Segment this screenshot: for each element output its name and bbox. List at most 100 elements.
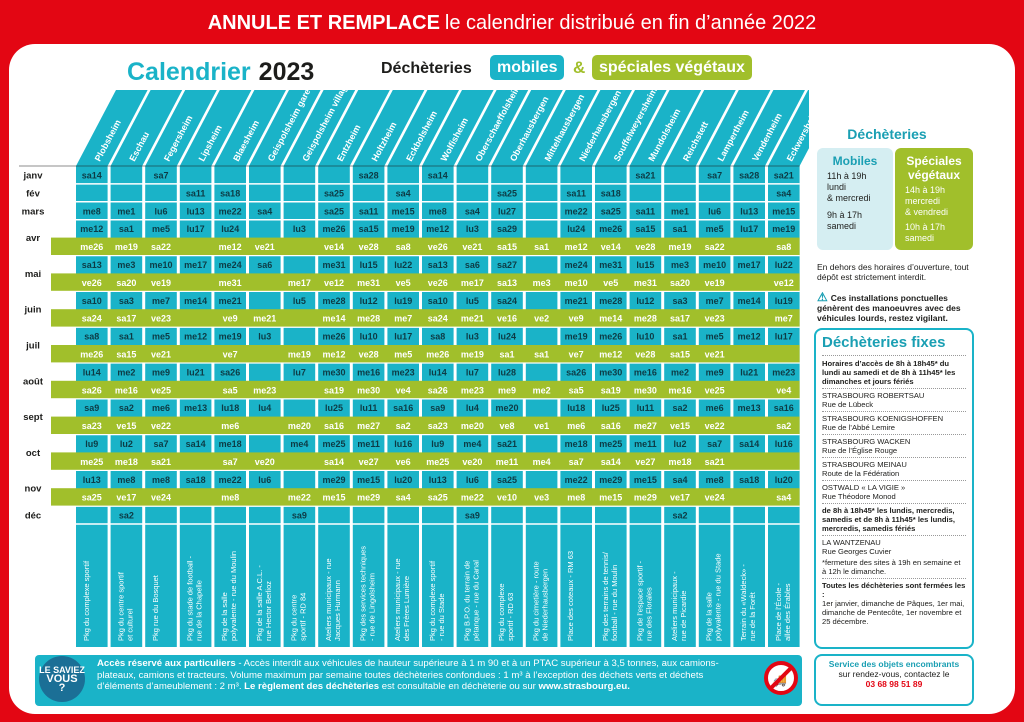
date-cell: sa9 (84, 403, 99, 413)
location-line: - rue du Stade (437, 593, 446, 641)
date-cell: me28 (599, 296, 622, 306)
banner-text: le calendrier distribué en fin d’année 2… (444, 12, 817, 34)
date-cell: sa22 (151, 242, 171, 252)
location-line: Pkg du stade de football - (186, 555, 195, 641)
date-cell: me22 (219, 206, 242, 216)
column-header (318, 90, 390, 166)
date-cell: ve21 (151, 349, 171, 359)
column-location: Pkg des services techniques- rue de Ling… (359, 546, 377, 641)
date-cell: ve17 (116, 493, 136, 503)
date-cell: lu17 (775, 332, 793, 342)
column-location: Place de l’École -allée des Érables (774, 583, 792, 641)
date-cell: me26 (80, 349, 103, 359)
date-cell: lu17 (187, 224, 205, 234)
date-cell: lu24 (567, 224, 585, 234)
date-cell: me25 (322, 439, 345, 449)
footer-link[interactable]: www.strasbourg.eu. (538, 681, 630, 692)
subtitle-dech: Déchèteries (381, 60, 472, 77)
date-cell: lu24 (498, 332, 516, 342)
date-cell: me19 (288, 349, 311, 359)
date-cell: me16 (668, 385, 691, 395)
column-header (214, 90, 286, 166)
date-cell: sa2 (672, 403, 687, 413)
location-line: football - rue du Moulin (610, 565, 619, 641)
date-cell: lu7 (466, 367, 479, 377)
date-cell: me16 (357, 367, 380, 377)
month-label: oct (26, 448, 41, 459)
date-cell: lu16 (775, 439, 793, 449)
date-cell: me4 (533, 457, 551, 467)
date-cell: me19 (115, 242, 138, 252)
divider (822, 411, 966, 412)
bulky-items-phone[interactable]: 03 68 98 51 89 (865, 679, 923, 689)
mobiles-hours-box: Mobiles 11h à 19h lundi & mercredi 9h à … (817, 148, 893, 250)
date-cell: me8 (221, 493, 239, 503)
column-location: Terrain du «Waldeck» -rue de la Forêt (739, 564, 757, 641)
date-cell: me12 (184, 332, 207, 342)
date-cell: me22 (219, 475, 242, 485)
vegetaux-hours-line: 10h à 17h (905, 222, 946, 232)
date-cell: me26 (80, 242, 103, 252)
date-cell: me26 (599, 224, 622, 234)
date-cell: sa5 (223, 385, 238, 395)
closed-days: 1er janvier, dimanche de Pâques, 1er mai… (822, 599, 965, 626)
date-cell: me15 (322, 493, 345, 503)
date-cell: me31 (599, 260, 622, 270)
date-cell: me26 (599, 332, 622, 342)
date-cell: sa14 (428, 170, 448, 180)
date-cell: me10 (565, 278, 588, 288)
date-cell: ve8 (499, 421, 514, 431)
date-cell: ve9 (223, 314, 238, 324)
date-cell: lu15 (636, 260, 654, 270)
column-location: Place des coteaux - RM 63 (566, 551, 575, 641)
date-cell: me13 (738, 403, 761, 413)
date-cell: sa18 (601, 188, 621, 198)
date-cell: me2 (533, 385, 551, 395)
date-cell: sa7 (153, 170, 168, 180)
location-line: Pkg du complexe (497, 583, 506, 641)
date-cell: lu3 (466, 224, 479, 234)
date-cell: me20 (495, 403, 518, 413)
location-line: des Frères Lumière (402, 576, 411, 641)
date-cell: ve14 (324, 242, 344, 252)
date-cell: lu17 (740, 224, 758, 234)
date-cell: sa24 (82, 314, 102, 324)
date-cell: lu12 (636, 296, 654, 306)
date-cell: sa8 (396, 242, 411, 252)
month-label: juil (25, 341, 40, 352)
date-cell: me7 (394, 314, 412, 324)
saviez-vous-badge: LE SAVIEZ VOUS? (39, 656, 85, 702)
date-cell: me4 (463, 439, 481, 449)
month-label: nov (25, 484, 43, 495)
date-cell: lu16 (394, 439, 412, 449)
date-cell: ve23 (151, 314, 171, 324)
date-cell: sa26 (566, 367, 586, 377)
date-cell: ve25 (151, 385, 171, 395)
date-cell: lu6 (258, 475, 271, 485)
date-cell: lu17 (394, 332, 412, 342)
date-cell: me18 (115, 457, 138, 467)
closing-note: *fermeture des sites à 19h en semaine et… (822, 558, 961, 576)
date-cell: ve28 (359, 349, 379, 359)
date-cell: me23 (253, 385, 276, 395)
warning-icon: ⚠ (817, 290, 828, 304)
date-cell: sa16 (393, 403, 413, 413)
divider (822, 388, 966, 389)
date-cell: me19 (219, 332, 242, 342)
date-cell: lu18 (221, 403, 239, 413)
date-cell: me6 (152, 403, 170, 413)
month-label: juin (24, 305, 42, 316)
date-cell: me3 (117, 260, 135, 270)
date-cell: sa6 (465, 260, 480, 270)
column-header (491, 90, 563, 166)
bulky-items-text: sur rendez-vous, contactez le (838, 669, 950, 679)
date-cell: lu7 (293, 367, 306, 377)
date-cell: sa1 (534, 349, 549, 359)
date-cell: sa2 (776, 421, 791, 431)
vegetaux-hours-line: samedi (905, 233, 935, 243)
date-cell: sa15 (497, 242, 517, 252)
date-cell: lu20 (394, 475, 412, 485)
date-cell: ve2 (534, 314, 549, 324)
date-cell: sa13 (428, 260, 448, 270)
date-cell: sa4 (257, 206, 272, 216)
